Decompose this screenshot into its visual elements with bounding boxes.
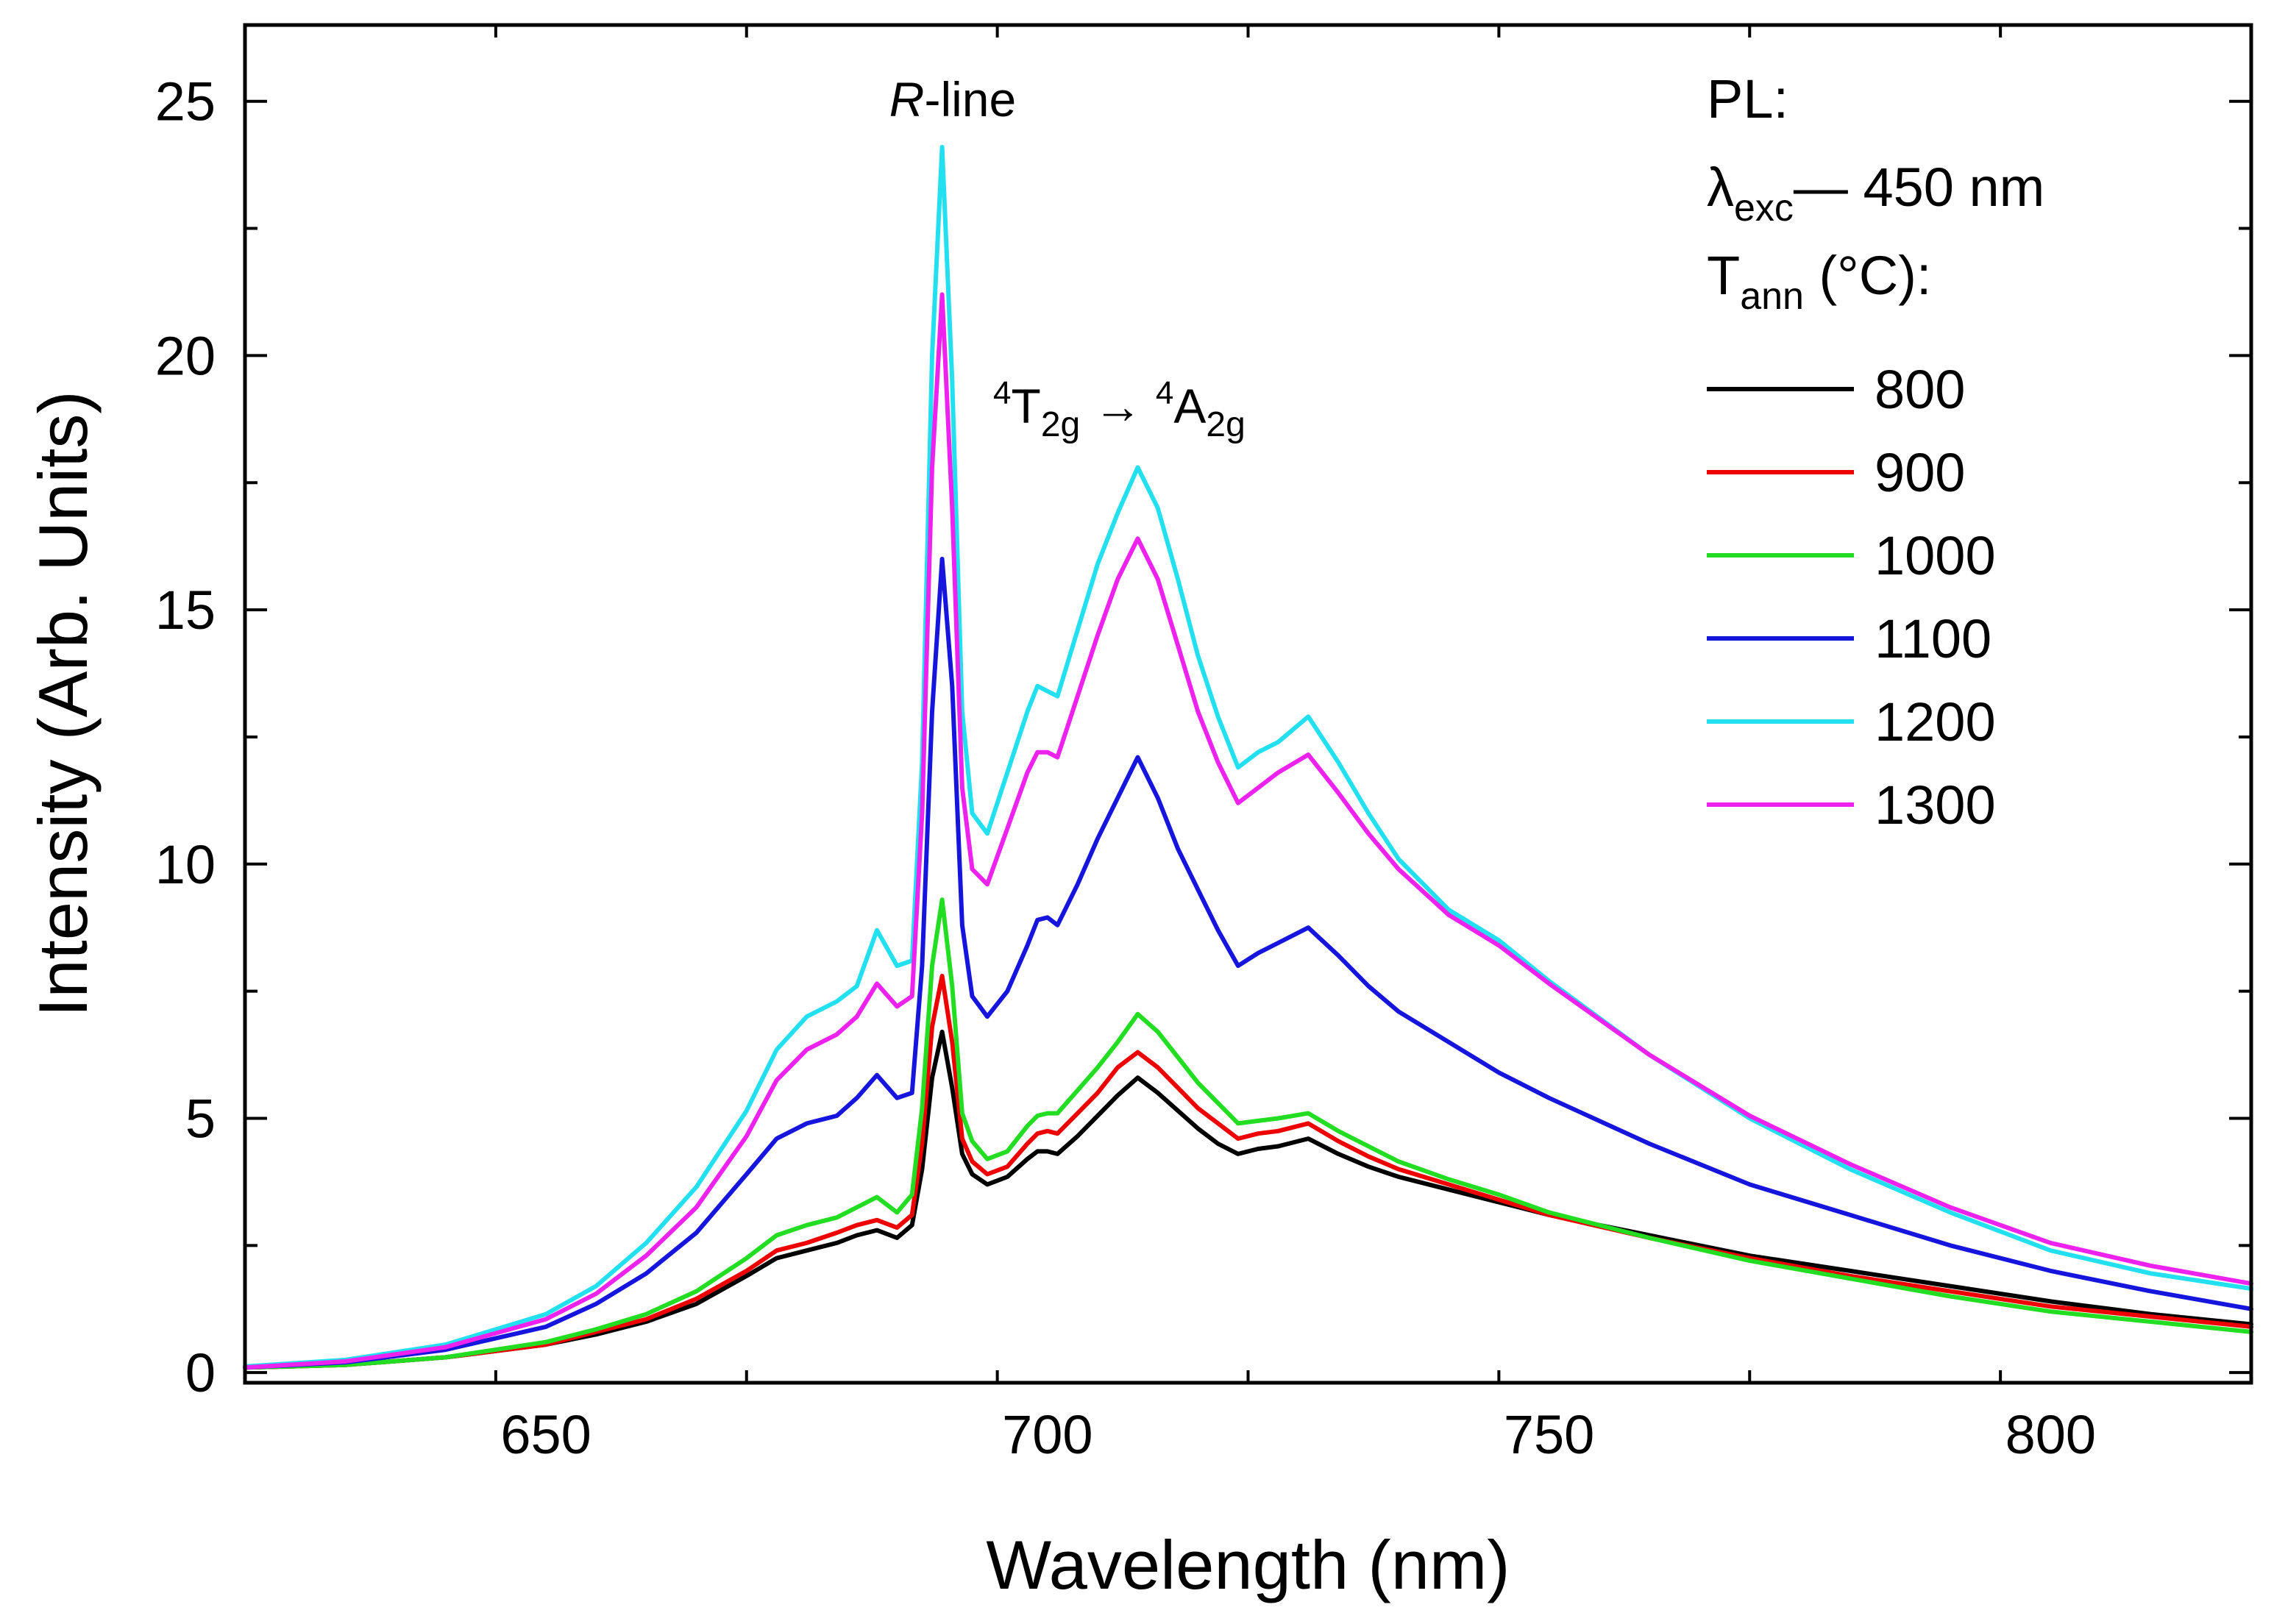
series-line-1300: [243, 292, 2253, 1370]
tick-marks: [244, 25, 2253, 1383]
y-tick-label: 20: [155, 325, 216, 386]
y-tick-label: 5: [185, 1088, 216, 1149]
y-tick-label: 10: [155, 834, 216, 895]
x-axis-title: Wavelength (nm): [986, 1526, 1510, 1603]
legend-label-800: 800: [1875, 359, 1965, 420]
legend-label-1200: 1200: [1875, 691, 1996, 752]
legend-label-1100: 1100: [1875, 608, 1991, 669]
legend-excitation-label: λexc— 450 nm: [1707, 157, 2044, 229]
series-line-1100: [243, 557, 2253, 1370]
r-line-annotation: R-line: [889, 72, 1016, 127]
x-tick-label: 800: [2005, 1404, 2096, 1465]
y-axis-title: Intensity (Arb. Units): [24, 391, 102, 1016]
legend: PL: λexc— 450 nm Tann (°C): 800 900 1000 11…: [1707, 68, 2044, 836]
transition-annotation: 4T2g → 4A2g: [993, 375, 1246, 444]
y-tick-label: 0: [185, 1342, 216, 1403]
tick-labels: 650 700 750 800 0 5 10 15 20 25: [155, 71, 2096, 1465]
series-line-800: [243, 1029, 2253, 1370]
legend-label-1300: 1300: [1875, 774, 1996, 836]
legend-pl-label: PL:: [1707, 68, 1788, 129]
y-tick-label: 15: [155, 580, 216, 641]
plot-frame: [243, 23, 2253, 1385]
legend-annealing-label: Tann (°C):: [1707, 245, 1931, 318]
x-tick-label: 650: [500, 1404, 591, 1465]
legend-entries: 800 900 1000 1100 1200 1300: [1707, 359, 1996, 836]
y-tick-label: 25: [155, 71, 216, 132]
x-tick-label: 700: [1002, 1404, 1092, 1465]
x-tick-label: 750: [1504, 1404, 1594, 1465]
series-line-1000: [243, 897, 2253, 1370]
legend-label-900: 900: [1875, 442, 1965, 503]
series-line-900: [243, 973, 2253, 1370]
series-lines: [243, 144, 2253, 1370]
legend-label-1000: 1000: [1875, 525, 1996, 586]
series-line-1200: [243, 144, 2253, 1369]
